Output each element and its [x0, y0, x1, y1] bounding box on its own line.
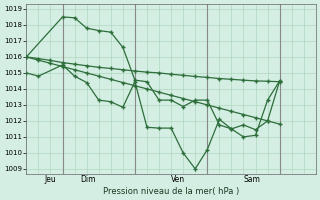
X-axis label: Pression niveau de la mer( hPa ): Pression niveau de la mer( hPa )	[103, 187, 239, 196]
